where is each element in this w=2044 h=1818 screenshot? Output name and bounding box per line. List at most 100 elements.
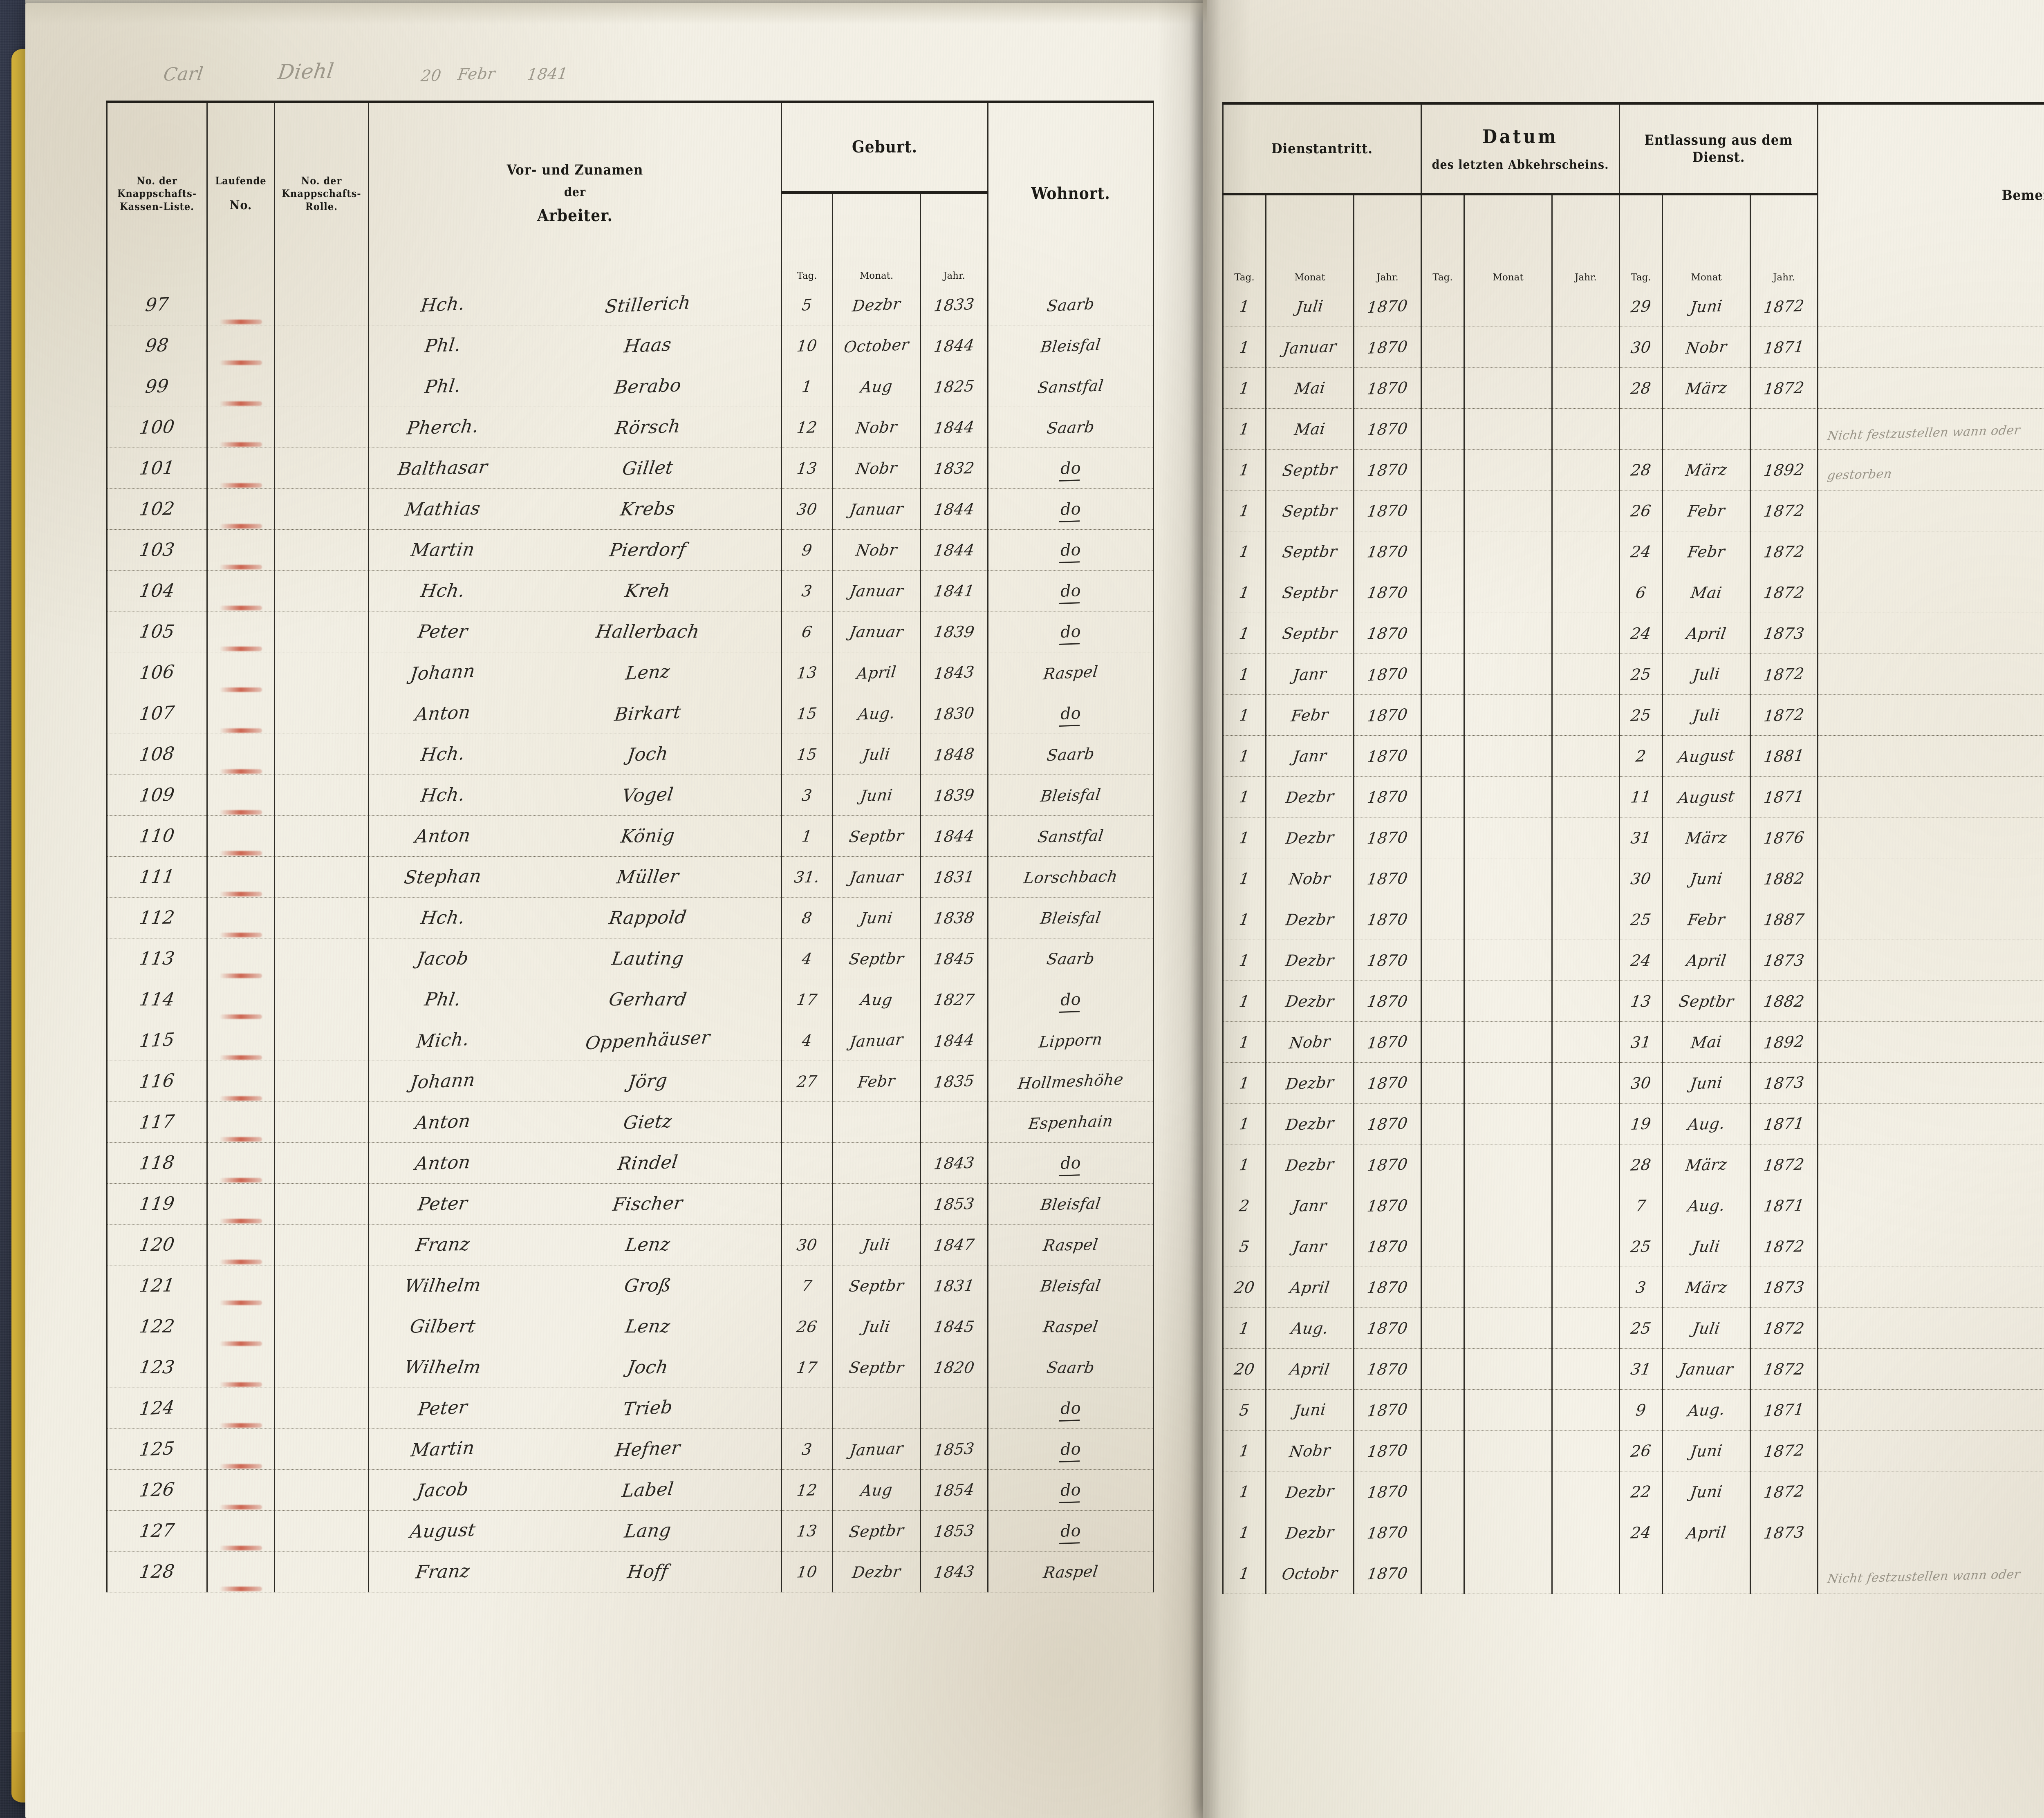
dienstantritt-jahr: 1870: [1353, 461, 1421, 478]
table-row[interactable]: 1 Dezbr 1870 13 Septbr 1882: [1223, 981, 2044, 1022]
table-row[interactable]: 119 Peter Fischer 1853 Bleisfal: [107, 1184, 1154, 1225]
table-row[interactable]: 123 Wilhelm Joch 17 Septbr 1820 Saarb: [107, 1347, 1154, 1388]
table-row[interactable]: 1 Septbr 1870 28 März 1892 gestorben: [1223, 450, 2044, 490]
table-row[interactable]: 99 Phl. Berabo 1 Aug 1825 Sanstfal: [107, 366, 1154, 407]
table-row[interactable]: 1 Nobr 1870 31 Mai 1892: [1223, 1022, 2044, 1063]
table-row[interactable]: 1 Dezbr 1870 11 August 1871: [1223, 777, 2044, 817]
table-row[interactable]: 126 Jacob Label 12 Aug 1854 do: [107, 1470, 1154, 1511]
bemerkung-text: gestorben: [1827, 458, 2044, 482]
cell-geburt-tag: 3: [782, 571, 833, 611]
geburt-tag: 15: [781, 746, 833, 763]
table-row[interactable]: 101 Balthasar Gillet 13 Nobr 1832 do: [107, 448, 1154, 489]
cell-entlassung-monat: Juni: [1663, 1471, 1750, 1512]
header-geburt-tag: Tag.: [782, 193, 833, 284]
dienstantritt-tag: 1: [1222, 544, 1266, 560]
table-row[interactable]: 104 Hch. Kreh 3 Januar 1841 do: [107, 571, 1154, 611]
cell-wohnort: Bleisfal: [988, 1265, 1154, 1306]
table-row[interactable]: 107 Anton Birkart 15 Aug. 1830 do: [107, 693, 1154, 734]
table-row[interactable]: 1 Nobr 1870 26 Juni 1872: [1223, 1431, 2044, 1471]
table-row[interactable]: 20 April 1870 31 Januar 1872: [1223, 1349, 2044, 1390]
table-row[interactable]: 111 Stephan Müller 31. Januar 1831 Lorschbach: [107, 857, 1154, 898]
table-row[interactable]: 116 Johann Jörg 27 Febr 1835 Hollmeshöhe: [107, 1061, 1154, 1102]
table-row[interactable]: 20 April 1870 3 März 1873: [1223, 1267, 2044, 1308]
table-row[interactable]: 1 Septbr 1870 24 Febr 1872: [1223, 531, 2044, 572]
table-row[interactable]: 117 Anton Gietz Espenhain: [107, 1102, 1154, 1143]
cell-entlassung-monat: März: [1663, 817, 1750, 858]
table-row[interactable]: 127 August Lang 13 Septbr 1853 do: [107, 1511, 1154, 1552]
table-row[interactable]: 103 Martin Pierdorf 9 Nobr 1844 do: [107, 530, 1154, 571]
table-row[interactable]: 105 Peter Hallerbach 6 Januar 1839 do: [107, 611, 1154, 652]
table-row[interactable]: 1 Nobr 1870 30 Juni 1882: [1223, 858, 2044, 899]
wohnort-ditto-mark: do: [1060, 459, 1081, 478]
table-row[interactable]: 1 Dezbr 1870 28 März 1872: [1223, 1144, 2044, 1185]
table-row[interactable]: 1 Mai 1870 28 März 1872: [1223, 368, 2044, 409]
wohnort: Bleisfal: [988, 785, 1154, 805]
geburt-monat: Aug: [832, 992, 921, 1008]
table-row[interactable]: 106 Johann Lenz 13 April 1843 Raspel: [107, 652, 1154, 693]
table-row[interactable]: 124 Peter Trieb do: [107, 1388, 1154, 1429]
table-row[interactable]: 120 Franz Lenz 30 Juli 1847 Raspel: [107, 1225, 1154, 1265]
table-row[interactable]: 1 Febr 1870 25 Juli 1872: [1223, 695, 2044, 736]
table-row[interactable]: 108 Hch. Joch 15 Juli 1848 Saarb: [107, 734, 1154, 775]
table-row[interactable]: 1 Dezbr 1870 25 Febr 1887: [1223, 899, 2044, 940]
cell-entlassung-monat: Febr: [1663, 490, 1750, 531]
table-row[interactable]: 1 Janr 1870 2 August 1881: [1223, 736, 2044, 777]
table-row[interactable]: 1 Janr 1870 25 Juli 1872: [1223, 654, 2044, 695]
table-row[interactable]: 1 Septbr 1870 6 Mai 1872: [1223, 572, 2044, 613]
geburt-monat: Juni: [832, 909, 921, 926]
table-row[interactable]: 100 Pherch. Rörsch 12 Nobr 1844 Saarb: [107, 407, 1154, 448]
table-row[interactable]: 102 Mathias Krebs 30 Januar 1844 do: [107, 489, 1154, 530]
table-row[interactable]: 5 Janr 1870 25 Juli 1872: [1223, 1226, 2044, 1267]
table-row[interactable]: 1 Dezbr 1870 22 Juni 1872: [1223, 1471, 2044, 1512]
table-row[interactable]: 98 Phl. Haas 10 October 1844 Bleisfal: [107, 325, 1154, 366]
table-row[interactable]: 128 Franz Hoff 10 Dezbr 1843 Raspel: [107, 1552, 1154, 1592]
arbeiter-vorname: Johann: [381, 1070, 505, 1093]
cell-dienst-jahr: 1870: [1354, 817, 1421, 858]
table-row[interactable]: 1 Octobr 1870 Nicht festzustellen wann oder: [1223, 1553, 2044, 1594]
cell-bemerkungen: Nicht festzustellen wann oder: [1818, 1553, 2044, 1594]
table-row[interactable]: 2 Janr 1870 7 Aug. 1871: [1223, 1185, 2044, 1226]
table-row[interactable]: 1 Dezbr 1870 30 Juni 1873: [1223, 1063, 2044, 1104]
entlassung-monat: Mai: [1662, 1032, 1750, 1052]
cell-laufende-no: [207, 1429, 275, 1470]
table-row[interactable]: 122 Gilbert Lenz 26 Juli 1845 Raspel: [107, 1306, 1154, 1347]
kassen-liste-no: 108: [106, 743, 207, 765]
geburt-jahr: 1853: [920, 1195, 988, 1212]
table-row[interactable]: 1 Juli 1870 29 Juni 1872: [1223, 286, 2044, 327]
table-row[interactable]: 125 Martin Hefner 3 Januar 1853 do: [107, 1429, 1154, 1470]
arbeiter-vorname: Phl.: [381, 334, 505, 357]
cell-arbeiter-name: Anton Birkart: [369, 693, 782, 734]
table-row[interactable]: 109 Hch. Vogel 3 Juni 1839 Bleisfal: [107, 775, 1154, 816]
table-row[interactable]: 115 Mich. Oppenhäuser 4 Januar 1844 Lipporn: [107, 1020, 1154, 1061]
cell-abkehr-jahr: [1552, 1471, 1620, 1512]
table-row[interactable]: 1 Dezbr 1870 19 Aug. 1871: [1223, 1104, 2044, 1144]
table-row[interactable]: 121 Wilhelm Groß 7 Septbr 1831 Bleisfal: [107, 1265, 1154, 1306]
table-row[interactable]: 1 Januar 1870 30 Nobr 1871: [1223, 327, 2044, 368]
table-row[interactable]: 1 Aug. 1870 25 Juli 1872: [1223, 1308, 2044, 1349]
table-row[interactable]: 110 Anton König 1 Septbr 1844 Sanstfal: [107, 816, 1154, 857]
cell-entlassung-monat: Juni: [1663, 1431, 1750, 1471]
table-row[interactable]: 1 Septbr 1870 24 April 1873: [1223, 613, 2044, 654]
cell-knappschafts-rolle: [275, 1306, 369, 1347]
cell-geburt-jahr: 1839: [921, 611, 988, 652]
table-row[interactable]: 1 Dezbr 1870 24 April 1873: [1223, 940, 2044, 981]
cell-dienst-monat: Juni: [1266, 1390, 1354, 1431]
table-row[interactable]: 5 Juni 1870 9 Aug. 1871: [1223, 1390, 2044, 1431]
cell-abkehr-tag: [1421, 286, 1464, 327]
table-row[interactable]: 1 Mai 1870 Nicht festzustellen wann oder: [1223, 409, 2044, 450]
table-row[interactable]: 113 Jacob Lauting 4 Septbr 1845 Saarb: [107, 938, 1154, 979]
table-row[interactable]: 114 Phl. Gerhard 17 Aug 1827 do: [107, 979, 1154, 1020]
table-row[interactable]: 1 Dezbr 1870 31 März 1876: [1223, 817, 2044, 858]
arbeiter-nachname: Vogel: [513, 782, 782, 808]
cell-entlassung-monat: Nobr: [1663, 327, 1750, 368]
table-row[interactable]: 1 Dezbr 1870 24 April 1873: [1223, 1512, 2044, 1553]
table-row[interactable]: 112 Hch. Rappold 8 Juni 1838 Bleisfal: [107, 898, 1154, 938]
entlassung-monat: April: [1662, 626, 1751, 641]
entlassung-tag: 31: [1619, 1033, 1663, 1051]
cell-entlassung-monat: März: [1663, 450, 1750, 490]
cell-abkehr-jahr: [1552, 736, 1620, 777]
table-row[interactable]: 118 Anton Rindel 1843 do: [107, 1143, 1154, 1184]
cell-geburt-tag: 30: [782, 1225, 833, 1265]
table-row[interactable]: 97 Hch. Stillerich 5 Dezbr 1833 Saarb: [107, 284, 1154, 325]
table-row[interactable]: 1 Septbr 1870 26 Febr 1872: [1223, 490, 2044, 531]
